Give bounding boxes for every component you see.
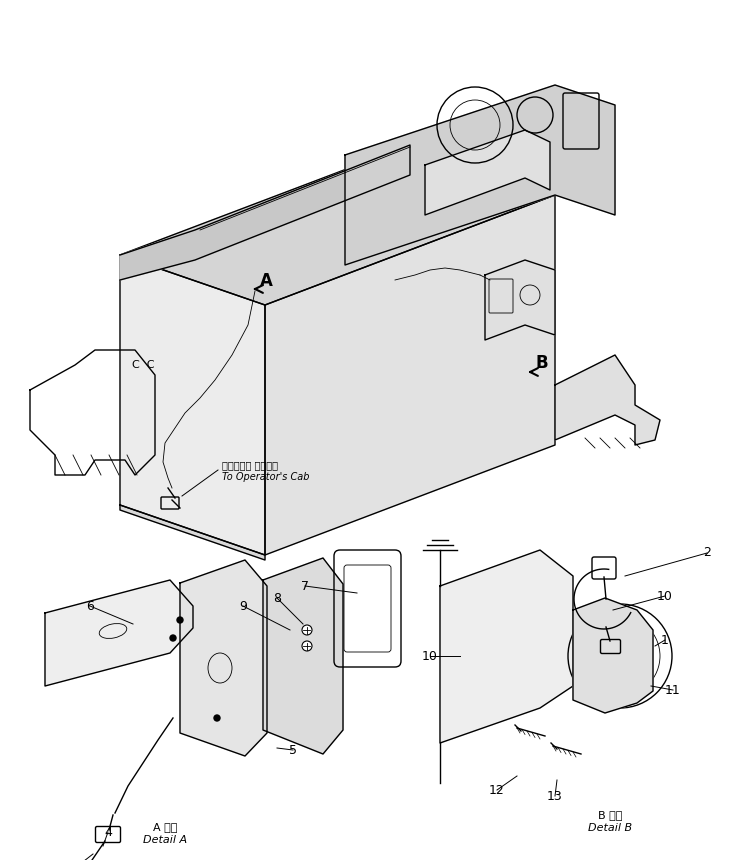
Text: 5: 5 — [289, 744, 297, 757]
Text: オペレータ キャブへ: オペレータ キャブへ — [222, 460, 278, 470]
Polygon shape — [120, 505, 265, 560]
Polygon shape — [120, 145, 410, 280]
Polygon shape — [345, 85, 615, 265]
Text: 6: 6 — [86, 599, 94, 612]
Text: 11: 11 — [665, 684, 681, 697]
Circle shape — [177, 617, 183, 623]
Polygon shape — [45, 580, 193, 686]
Text: 8: 8 — [273, 592, 281, 605]
Text: 2: 2 — [703, 546, 711, 560]
Text: C  C: C C — [132, 360, 155, 370]
Text: A 詳細: A 詳細 — [153, 822, 177, 832]
Polygon shape — [555, 355, 660, 445]
Polygon shape — [263, 558, 343, 754]
Polygon shape — [120, 145, 555, 305]
Text: 10: 10 — [657, 589, 673, 603]
Text: 9: 9 — [239, 599, 247, 612]
Polygon shape — [440, 550, 573, 743]
Circle shape — [302, 641, 312, 651]
Circle shape — [170, 635, 176, 641]
Text: Detail A: Detail A — [143, 835, 187, 845]
Polygon shape — [425, 130, 550, 215]
Text: 10: 10 — [422, 649, 438, 662]
Polygon shape — [573, 598, 653, 713]
Circle shape — [302, 625, 312, 635]
Text: To Operator's Cab: To Operator's Cab — [222, 472, 310, 482]
Polygon shape — [485, 260, 555, 340]
Text: 7: 7 — [301, 580, 309, 593]
Text: 13: 13 — [547, 789, 563, 802]
Text: 12: 12 — [489, 783, 505, 796]
Polygon shape — [265, 195, 555, 555]
Text: B 詳細: B 詳細 — [598, 810, 622, 820]
Text: B: B — [536, 354, 548, 372]
Circle shape — [214, 715, 220, 721]
Text: 4: 4 — [104, 826, 112, 838]
Text: 1: 1 — [661, 634, 669, 647]
Polygon shape — [180, 560, 267, 756]
Text: Detail B: Detail B — [588, 823, 632, 833]
Text: A: A — [260, 272, 273, 290]
Polygon shape — [120, 255, 265, 555]
